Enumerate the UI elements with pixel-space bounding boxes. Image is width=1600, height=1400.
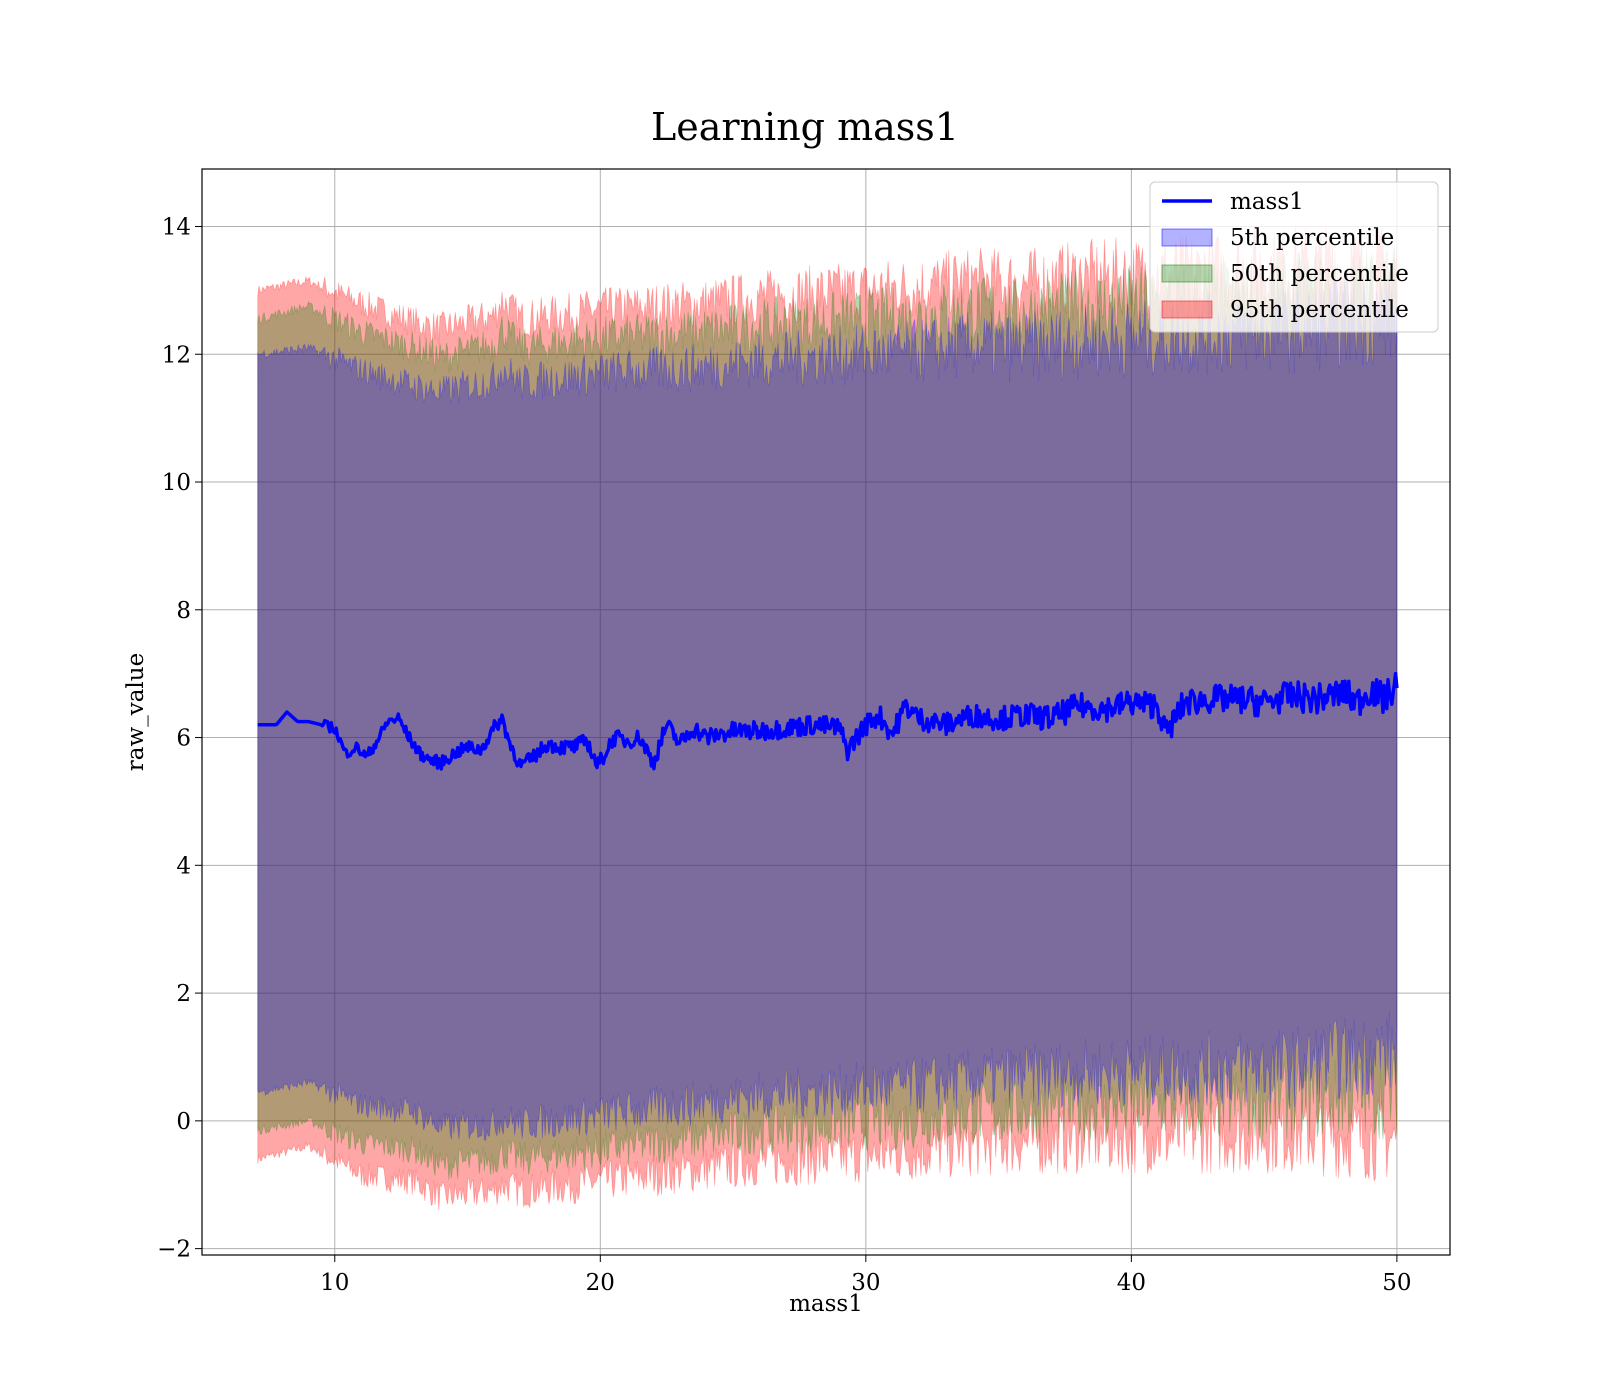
- plot-frame: [201, 168, 1451, 1256]
- ticks: 10 20 30 40 50 −2 0 2 4 6 8 10 12 14: [157, 214, 1411, 1296]
- y-tick-label-2: 2: [176, 981, 191, 1007]
- y-axis-label: raw_value: [123, 653, 149, 771]
- series-lines: [257, 671, 1399, 771]
- x-tick-label-0: 10: [320, 1270, 349, 1296]
- legend-label-50th-percentile: 50th percentile: [1230, 261, 1409, 287]
- x-tick-label-3: 40: [1117, 1270, 1146, 1296]
- y-tick-label-0: −2: [157, 1237, 191, 1263]
- band-5th-percentile: [257, 271, 1398, 1142]
- legend-label-5th-percentile: 5th percentile: [1230, 225, 1394, 251]
- legend-swatch-95th-percentile: [1161, 300, 1213, 319]
- y-tick-label-7: 12: [162, 342, 191, 368]
- x-tick-label-1: 20: [586, 1270, 615, 1296]
- y-tick-label-4: 6: [176, 726, 191, 752]
- band-50th-percentile: [257, 246, 1398, 1180]
- x-tick-label-4: 50: [1382, 1270, 1411, 1296]
- y-tick-label-1: 0: [176, 1109, 191, 1135]
- series-line-mass1: [257, 671, 1399, 771]
- y-tick-label-6: 10: [162, 470, 191, 496]
- legend-label-95th-percentile: 95th percentile: [1230, 297, 1409, 323]
- y-tick-label-3: 4: [176, 853, 191, 879]
- x-axis-label: mass1: [789, 1291, 863, 1317]
- legend-label-mass1: mass1: [1230, 189, 1304, 215]
- legend-frame: [1149, 181, 1439, 333]
- x-tick-label-2: 30: [851, 1270, 880, 1296]
- legend-swatch-5th-percentile: [1161, 228, 1213, 247]
- percentile-bands: [257, 225, 1398, 1211]
- y-tick-label-5: 8: [176, 598, 191, 624]
- y-tick-label-8: 14: [162, 214, 191, 240]
- chart-title: Learning mass1: [651, 105, 959, 149]
- legend-swatch-50th-percentile: [1161, 264, 1213, 283]
- legend: mass1 5th percentile 50th percentile 95t…: [1149, 181, 1439, 333]
